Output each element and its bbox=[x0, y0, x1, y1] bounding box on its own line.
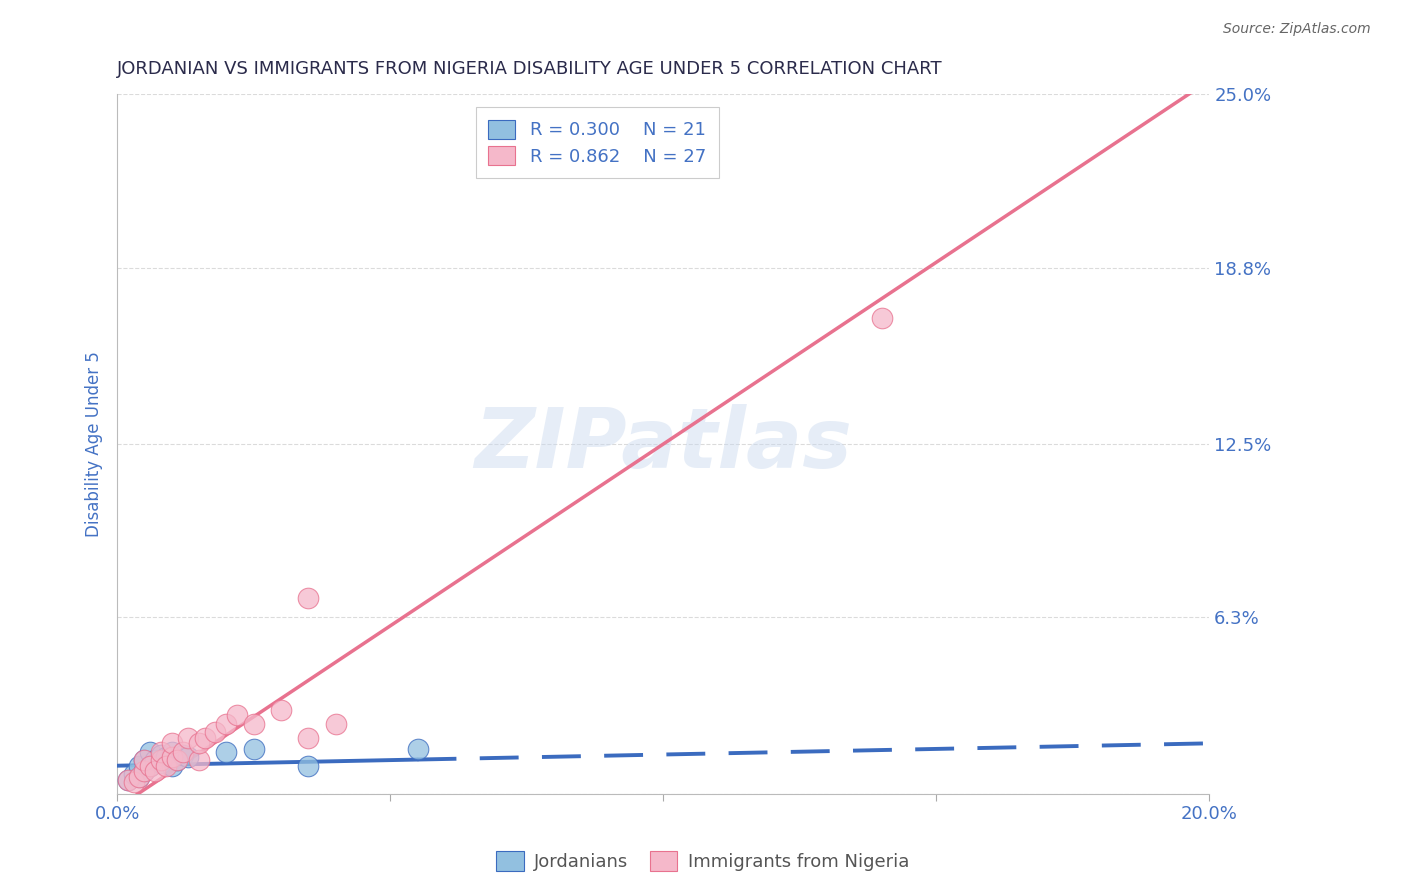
Point bbox=[242, 716, 264, 731]
Point bbox=[117, 772, 139, 787]
Point bbox=[139, 745, 162, 759]
Point bbox=[160, 736, 183, 750]
Point bbox=[172, 745, 194, 759]
Point bbox=[139, 758, 162, 772]
Point bbox=[134, 753, 156, 767]
Point bbox=[226, 708, 249, 723]
Point bbox=[160, 745, 183, 759]
Text: ZIPatlas: ZIPatlas bbox=[474, 403, 852, 484]
Point bbox=[193, 731, 215, 745]
Legend: Jordanians, Immigrants from Nigeria: Jordanians, Immigrants from Nigeria bbox=[489, 844, 917, 879]
Point bbox=[149, 756, 172, 770]
Legend: R = 0.300    N = 21, R = 0.862    N = 27: R = 0.300 N = 21, R = 0.862 N = 27 bbox=[475, 107, 718, 178]
Point bbox=[149, 745, 172, 759]
Point bbox=[145, 764, 167, 779]
Point bbox=[155, 758, 177, 772]
Point bbox=[325, 716, 347, 731]
Point bbox=[177, 731, 200, 745]
Point bbox=[149, 753, 172, 767]
Point bbox=[134, 764, 156, 779]
Point bbox=[134, 764, 156, 779]
Point bbox=[215, 716, 238, 731]
Point bbox=[297, 591, 319, 605]
Point bbox=[204, 725, 226, 739]
Point bbox=[870, 311, 893, 326]
Point bbox=[160, 750, 183, 764]
Point bbox=[188, 753, 211, 767]
Point bbox=[128, 758, 150, 772]
Point bbox=[117, 772, 139, 787]
Point bbox=[297, 731, 319, 745]
Point bbox=[134, 753, 156, 767]
Text: JORDANIAN VS IMMIGRANTS FROM NIGERIA DISABILITY AGE UNDER 5 CORRELATION CHART: JORDANIAN VS IMMIGRANTS FROM NIGERIA DIS… bbox=[117, 60, 943, 78]
Point bbox=[242, 742, 264, 756]
Point bbox=[145, 753, 167, 767]
Point bbox=[177, 750, 200, 764]
Point bbox=[270, 703, 292, 717]
Point bbox=[297, 758, 319, 772]
Point bbox=[188, 736, 211, 750]
Point bbox=[166, 753, 188, 767]
Point bbox=[155, 750, 177, 764]
Point bbox=[128, 770, 150, 784]
Point bbox=[122, 775, 145, 789]
Point bbox=[128, 770, 150, 784]
Point bbox=[160, 758, 183, 772]
Point bbox=[215, 745, 238, 759]
Point bbox=[149, 747, 172, 762]
Y-axis label: Disability Age Under 5: Disability Age Under 5 bbox=[86, 351, 103, 537]
Text: Source: ZipAtlas.com: Source: ZipAtlas.com bbox=[1223, 22, 1371, 37]
Point bbox=[139, 758, 162, 772]
Point bbox=[172, 747, 194, 762]
Point bbox=[166, 753, 188, 767]
Point bbox=[406, 742, 429, 756]
Point bbox=[122, 767, 145, 781]
